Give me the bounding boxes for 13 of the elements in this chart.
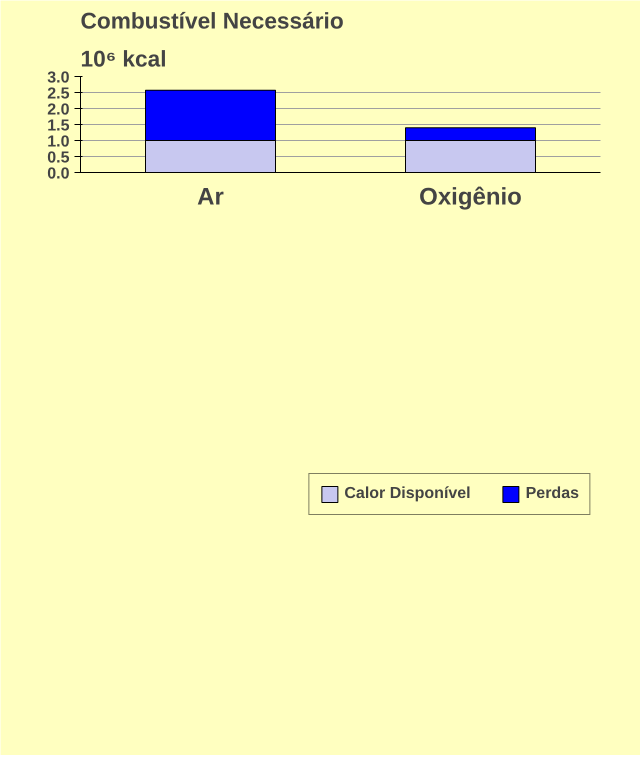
legend-label: Perdas bbox=[526, 485, 579, 503]
x-tick-label: Ar bbox=[197, 184, 224, 210]
x-tick-label: Oxigênio bbox=[419, 184, 522, 210]
y-tick-label: 0.5 bbox=[47, 150, 70, 166]
y-axis-title: 10⁶ kcal bbox=[80, 46, 167, 72]
y-tick-label: 3.0 bbox=[47, 70, 70, 86]
y-tick-label: 2.0 bbox=[47, 102, 70, 118]
legend-label: Calor Disponível bbox=[344, 485, 471, 503]
y-tick-label: 1.0 bbox=[47, 134, 70, 150]
chart-title: Combustível Necessário bbox=[80, 8, 344, 34]
y-tick-label: 0.0 bbox=[47, 166, 70, 182]
y-tick-label: 2.5 bbox=[47, 86, 70, 102]
y-tick-label: 1.5 bbox=[47, 118, 70, 134]
